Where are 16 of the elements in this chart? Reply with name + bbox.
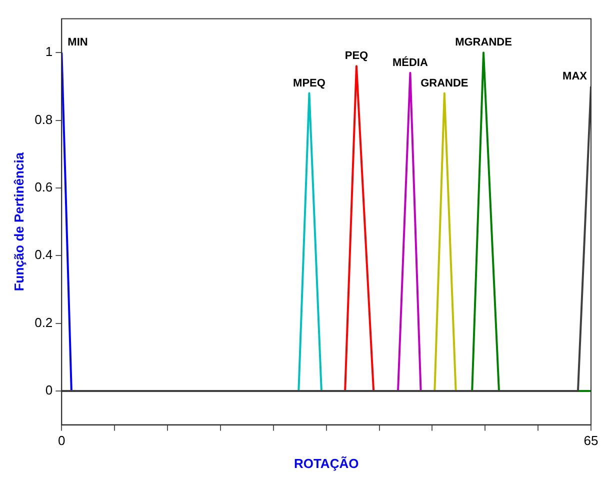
y-tick-label: 1 xyxy=(45,44,53,60)
series-label: MAX xyxy=(562,70,588,82)
series-label: MIN xyxy=(68,36,88,49)
x-tick-label: 65 xyxy=(584,433,598,448)
series-label: PEQ xyxy=(344,50,369,62)
series-label: GRANDE xyxy=(420,77,468,90)
y-axis-title: Função de Pertinência xyxy=(11,152,26,292)
y-tick-label: 0 xyxy=(45,382,53,398)
series-label: MPEQ xyxy=(293,77,326,90)
y-tick-label: 0.8 xyxy=(34,112,53,127)
x-axis-title: ROTAÇÃO xyxy=(294,456,359,471)
series-label: MÉDIA xyxy=(392,56,428,69)
y-tick-label: 0.2 xyxy=(34,314,53,330)
y-tick-label: 0.6 xyxy=(34,180,53,195)
y-tick-label: 0.4 xyxy=(34,247,53,262)
series-label: MGRANDE xyxy=(455,36,512,49)
